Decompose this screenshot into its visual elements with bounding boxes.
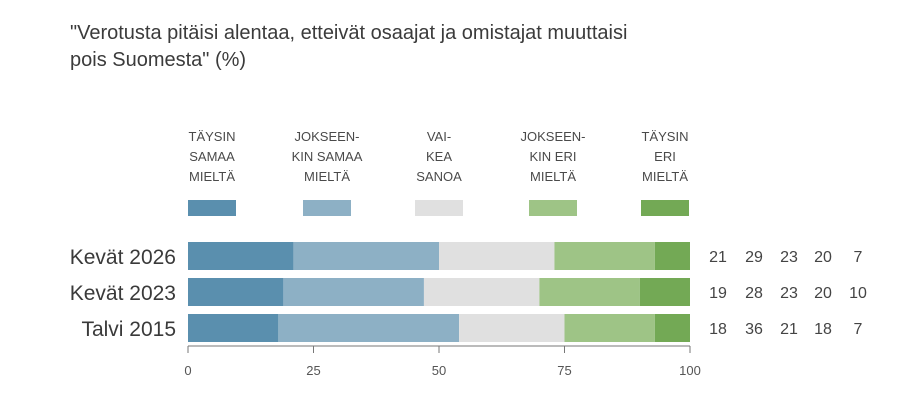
bar-segment	[293, 242, 439, 270]
bar-segment	[655, 242, 690, 270]
bar-segment	[439, 242, 554, 270]
bar-segment	[459, 314, 564, 342]
bar-segment	[188, 278, 283, 306]
category-label: Talvi 2015	[81, 318, 176, 341]
bar-segment	[283, 278, 424, 306]
value-label: 23	[780, 249, 798, 266]
x-tick-label: 100	[679, 363, 701, 378]
category-label: Kevät 2026	[70, 246, 176, 269]
value-label: 23	[780, 285, 798, 302]
value-label: 20	[814, 249, 832, 266]
value-label: 20	[814, 285, 832, 302]
x-tick-label: 75	[557, 363, 571, 378]
value-label: 36	[745, 321, 763, 338]
bar-segment	[188, 314, 278, 342]
bar-segment	[188, 242, 293, 270]
bar-segment	[554, 242, 654, 270]
value-label: 18	[814, 321, 832, 338]
value-label: 21	[780, 321, 798, 338]
x-tick-label: 50	[432, 363, 446, 378]
x-tick-label: 0	[184, 363, 191, 378]
bar-segment	[278, 314, 459, 342]
bar-segment	[640, 278, 690, 306]
x-tick-label: 25	[306, 363, 320, 378]
value-label: 21	[709, 249, 727, 266]
value-label: 29	[745, 249, 763, 266]
bar-segment	[539, 278, 639, 306]
bar-segment	[565, 314, 655, 342]
value-label: 19	[709, 285, 727, 302]
value-label: 7	[854, 321, 863, 338]
bar-segment	[424, 278, 539, 306]
bar-segment	[655, 314, 690, 342]
category-label: Kevät 2023	[70, 282, 176, 305]
value-label: 18	[709, 321, 727, 338]
value-label: 28	[745, 285, 763, 302]
value-label: 10	[849, 285, 867, 302]
value-label: 7	[854, 249, 863, 266]
